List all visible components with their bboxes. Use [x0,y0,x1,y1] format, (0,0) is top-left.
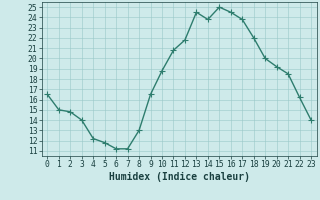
X-axis label: Humidex (Indice chaleur): Humidex (Indice chaleur) [109,172,250,182]
